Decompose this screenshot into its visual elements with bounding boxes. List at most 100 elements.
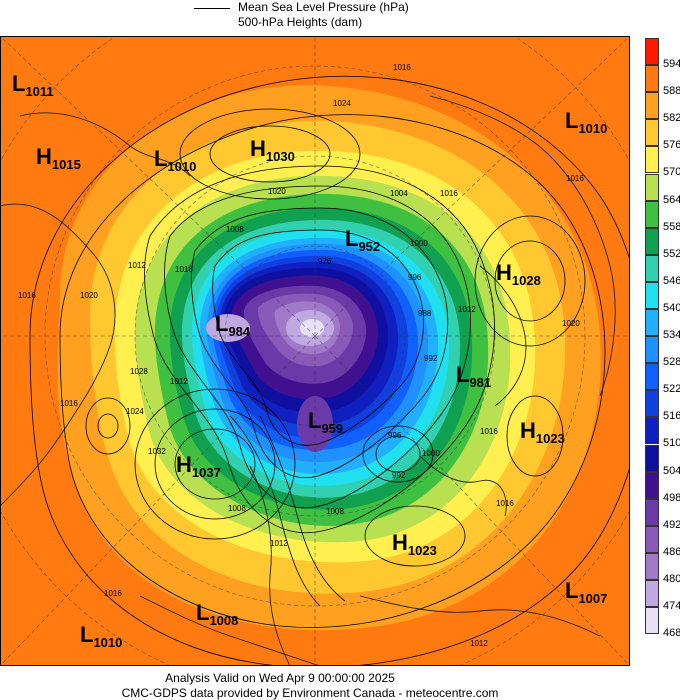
isobar-label: 996 bbox=[408, 273, 422, 282]
pressure-system-high: H1037 bbox=[176, 452, 221, 480]
isobar-label: 1008 bbox=[226, 225, 244, 234]
isobar-label: 1016 bbox=[440, 189, 458, 198]
isobar-line-sample bbox=[194, 8, 230, 9]
legend-mslp-label: Mean Sea Level Pressure (hPa) bbox=[238, 0, 409, 14]
polar-weather-map: 1016 1024 1016 1012 1016 1020 1008 1004 … bbox=[0, 36, 630, 666]
colorbar-label: 522 bbox=[663, 383, 680, 396]
isobar-label: 1024 bbox=[333, 99, 351, 108]
isobars bbox=[29, 75, 630, 666]
colorbar-label: 498 bbox=[663, 491, 680, 504]
pressure-system-low: L952 bbox=[345, 226, 380, 254]
isobar-label: 1004 bbox=[390, 189, 408, 198]
isobar-label: 1016 bbox=[18, 291, 36, 300]
colorbar-swatch bbox=[645, 498, 659, 526]
colorbar-swatch bbox=[645, 65, 659, 93]
colorbar-swatch bbox=[645, 417, 659, 445]
colorbar-label: 552 bbox=[663, 247, 680, 260]
colorbar-label: 468 bbox=[663, 627, 680, 640]
analysis-valid-time: Analysis Valid on Wed Apr 9 00:00:00 202… bbox=[165, 671, 395, 685]
colorbar-label: 570 bbox=[663, 166, 680, 179]
colorbar-swatch bbox=[645, 119, 659, 147]
colorbar-swatch bbox=[645, 254, 659, 282]
isobar-label: 1012 bbox=[270, 539, 288, 548]
colorbar-swatch bbox=[645, 146, 659, 174]
pressure-systems: L1011 H1015 L1010 H1030 L1010 L952 H1028… bbox=[12, 71, 607, 650]
colorbar-label: 576 bbox=[663, 139, 680, 152]
colorbar-label: 480 bbox=[663, 572, 680, 585]
colorbar-swatch bbox=[645, 471, 659, 499]
colorbar-label: 474 bbox=[663, 600, 680, 612]
colorbar-label: 528 bbox=[663, 356, 680, 369]
colorbar-swatch bbox=[645, 580, 659, 608]
isobar-label: 1016 bbox=[480, 427, 498, 436]
isobar-label: 1020 bbox=[80, 291, 98, 300]
pressure-system-high: H1023 bbox=[392, 530, 437, 558]
isobar-label: 1020 bbox=[562, 319, 580, 328]
pressure-system-low: L1010 bbox=[154, 146, 196, 174]
isobar-label: 1016 bbox=[60, 399, 78, 408]
isobar-label: 1024 bbox=[126, 407, 144, 416]
colorbar-label: 534 bbox=[663, 329, 680, 341]
pressure-system-low: L1008 bbox=[196, 600, 238, 628]
isobar-label: 1012 bbox=[128, 261, 146, 270]
isobar-label: 996 bbox=[388, 431, 402, 440]
data-credit: CMC-GDPS data provided by Environment Ca… bbox=[121, 686, 499, 700]
colorbar-label: 516 bbox=[663, 410, 680, 423]
colorbar-swatch bbox=[645, 552, 659, 580]
isobar-label: 988 bbox=[418, 309, 432, 318]
pressure-system-low: L1010 bbox=[565, 108, 607, 136]
colorbar-swatch bbox=[645, 200, 659, 228]
pressure-system-high: H1015 bbox=[36, 144, 81, 172]
graticule bbox=[0, 36, 630, 666]
band-468 bbox=[300, 319, 324, 337]
isobar-label: 992 bbox=[392, 471, 406, 480]
isobar-label: 1008 bbox=[326, 507, 344, 516]
colorbar-swatch bbox=[645, 607, 659, 635]
pressure-system-low: L984 bbox=[215, 311, 251, 339]
isobar-label: 992 bbox=[424, 354, 438, 363]
colorbar-label: 588 bbox=[663, 85, 680, 98]
isobar-label: 1012 bbox=[170, 377, 188, 386]
isobar-label: 1012 bbox=[458, 305, 476, 314]
colorbar-label: 546 bbox=[663, 274, 680, 287]
colorbar-label: 594 bbox=[663, 58, 680, 70]
colorbar-swatch bbox=[645, 227, 659, 255]
colorbar-swatch bbox=[645, 309, 659, 337]
colorbar-label: 486 bbox=[663, 545, 680, 558]
pressure-system-low: L1010 bbox=[80, 622, 122, 650]
pressure-system-low: L981 bbox=[456, 362, 491, 390]
isobar-label: 1016 bbox=[393, 63, 411, 72]
colorbar-swatch bbox=[645, 92, 659, 120]
colorbar-swatch bbox=[645, 336, 659, 364]
pressure-system-low: L1007 bbox=[565, 578, 607, 606]
pressure-system-high: H1023 bbox=[520, 418, 565, 446]
colorbar-swatch bbox=[645, 444, 659, 472]
isobar-label: 1028 bbox=[130, 367, 148, 376]
colorbar-swatch bbox=[645, 525, 659, 553]
pressure-system-high: H1030 bbox=[250, 136, 295, 164]
isobar-label: 976 bbox=[318, 257, 332, 266]
isobar-labels: 1016 1024 1016 1012 1016 1020 1008 1004 … bbox=[18, 63, 584, 648]
colorbar-label: 492 bbox=[663, 518, 680, 531]
isobar-label: 1000 bbox=[422, 449, 440, 458]
isobar-label: 1000 bbox=[410, 239, 428, 248]
coastlines bbox=[0, 95, 616, 666]
colorbar-label: 504 bbox=[663, 464, 680, 477]
pressure-system-low: L959 bbox=[308, 408, 343, 436]
isobar-label: 1012 bbox=[470, 639, 488, 648]
colorbar-label: 558 bbox=[663, 220, 680, 233]
colorbar-swatch bbox=[645, 363, 659, 391]
isobar-label: 1016 bbox=[496, 499, 514, 508]
colorbar-label: 564 bbox=[663, 193, 680, 206]
pressure-system-high: H1028 bbox=[496, 260, 541, 288]
isobar-label: 1008 bbox=[228, 504, 246, 513]
pressure-system-low: L1011 bbox=[12, 71, 54, 99]
colorbar-swatch bbox=[645, 38, 659, 66]
map-legend: Mean Sea Level Pressure (hPa) 500-hPa He… bbox=[190, 0, 510, 36]
isobar-label: 1032 bbox=[148, 447, 166, 456]
isobar-label: 1016 bbox=[175, 265, 193, 274]
colorbar-swatch bbox=[645, 390, 659, 418]
colorbar-label: 540 bbox=[663, 301, 680, 314]
isobar-label: 1016 bbox=[566, 174, 584, 183]
colorbar-label: 582 bbox=[663, 112, 680, 125]
